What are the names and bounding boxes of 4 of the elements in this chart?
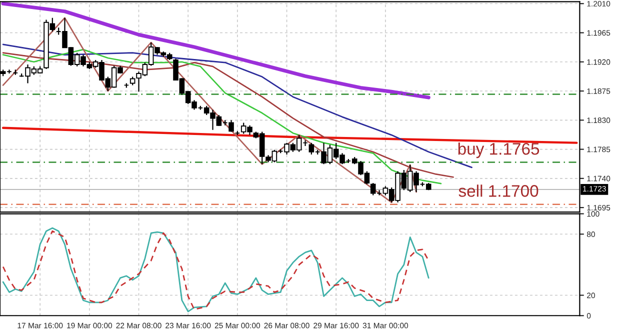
ref-line-label: sell 1.1700 [458,184,538,197]
line-series [2,17,417,204]
ref-line-label: buy 1.1765 [458,142,540,158]
line-series [1,2,430,100]
